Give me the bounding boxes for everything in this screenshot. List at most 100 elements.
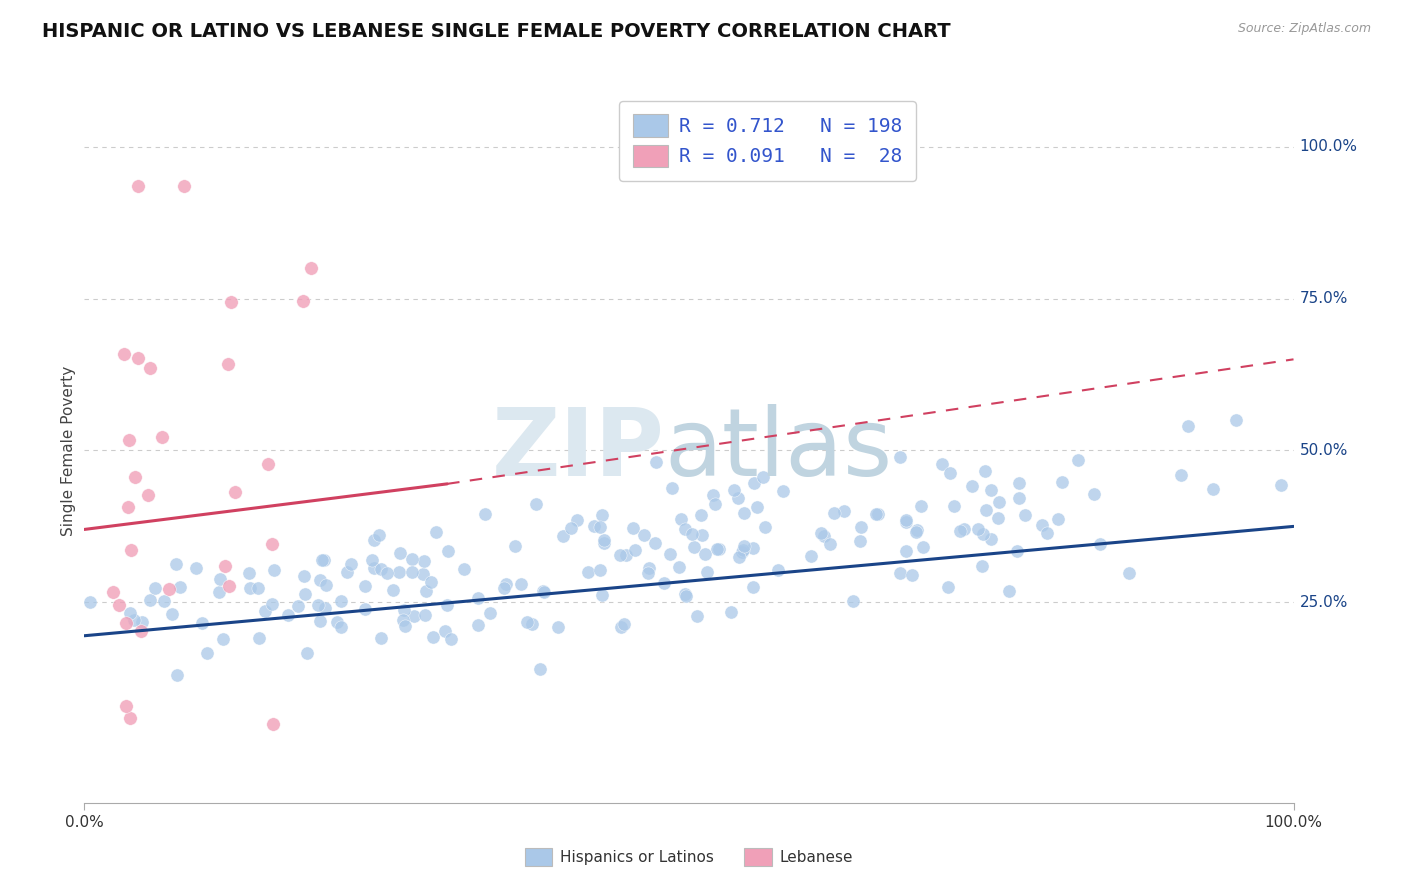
Point: [453, 562, 475, 576]
Point: [1008, 491, 1031, 505]
Point: [970, 559, 993, 574]
Point: [980, 483, 1002, 497]
Point: [494, 581, 516, 595]
Point: [509, 577, 531, 591]
Point: [367, 527, 389, 541]
Point: [723, 483, 745, 497]
Point: [614, 548, 637, 562]
Point: [813, 529, 835, 543]
Point: [675, 587, 697, 601]
Point: [818, 537, 841, 551]
Point: [415, 608, 437, 623]
Point: [754, 520, 776, 534]
Point: [868, 508, 890, 522]
Point: [533, 585, 555, 599]
Point: [186, 560, 208, 574]
Point: [589, 519, 612, 533]
Point: [260, 537, 283, 551]
Point: [702, 488, 724, 502]
Point: [195, 646, 218, 660]
Point: [474, 508, 496, 522]
Point: [720, 606, 742, 620]
Point: [976, 503, 998, 517]
Point: [325, 615, 347, 629]
Point: [1067, 453, 1090, 467]
Point: [752, 469, 775, 483]
Point: [988, 495, 1011, 509]
Point: [1170, 468, 1192, 483]
Point: [967, 522, 990, 536]
Point: [1225, 413, 1247, 427]
Point: [633, 528, 655, 542]
Point: [115, 698, 138, 713]
Point: [742, 580, 765, 594]
Text: Source: ZipAtlas.com: Source: ZipAtlas.com: [1237, 22, 1371, 36]
Point: [658, 547, 681, 561]
Point: [120, 543, 142, 558]
Text: 50.0%: 50.0%: [1299, 443, 1348, 458]
Point: [129, 624, 152, 639]
Point: [986, 511, 1008, 525]
Point: [361, 553, 384, 567]
Point: [224, 485, 246, 500]
Point: [731, 544, 754, 558]
Point: [942, 499, 965, 513]
Point: [257, 457, 280, 471]
Point: [478, 607, 501, 621]
Point: [1177, 418, 1199, 433]
Point: [1008, 476, 1031, 491]
Point: [576, 565, 599, 579]
Point: [1046, 512, 1069, 526]
Point: [127, 179, 149, 194]
Point: [295, 646, 318, 660]
Point: [707, 541, 730, 556]
Point: [388, 565, 411, 579]
Point: [308, 614, 330, 628]
Point: [910, 499, 932, 513]
Point: [1005, 544, 1028, 558]
Point: [117, 500, 139, 515]
Point: [742, 541, 765, 555]
Point: [912, 540, 935, 554]
Point: [1270, 477, 1292, 491]
Point: [696, 565, 718, 579]
Point: [889, 450, 911, 464]
Point: [392, 613, 415, 627]
Point: [307, 598, 329, 612]
Point: [214, 559, 236, 574]
Point: [810, 526, 832, 541]
Point: [733, 542, 755, 557]
Point: [896, 543, 918, 558]
Point: [262, 716, 284, 731]
Text: 75.0%: 75.0%: [1299, 291, 1348, 306]
Point: [150, 430, 173, 444]
Point: [675, 589, 697, 603]
Point: [375, 566, 398, 580]
Point: [239, 581, 262, 595]
Point: [311, 553, 333, 567]
Point: [904, 525, 927, 540]
Point: [139, 593, 162, 607]
Point: [437, 544, 460, 558]
Point: [638, 561, 661, 575]
Point: [127, 351, 149, 365]
Point: [768, 563, 790, 577]
Point: [593, 535, 616, 549]
Y-axis label: Single Female Poverty: Single Female Poverty: [60, 366, 76, 535]
Point: [865, 508, 887, 522]
Point: [412, 566, 434, 581]
Legend: Hispanics or Latinos, Lebanese: Hispanics or Latinos, Lebanese: [524, 848, 853, 865]
Point: [591, 508, 613, 522]
Point: [681, 527, 703, 541]
Point: [531, 583, 554, 598]
Point: [353, 601, 375, 615]
Point: [169, 580, 191, 594]
Point: [467, 618, 489, 632]
Point: [425, 525, 447, 540]
Point: [211, 632, 233, 647]
Point: [565, 513, 588, 527]
Point: [593, 533, 616, 547]
Point: [1083, 487, 1105, 501]
Point: [894, 516, 917, 530]
Point: [394, 619, 416, 633]
